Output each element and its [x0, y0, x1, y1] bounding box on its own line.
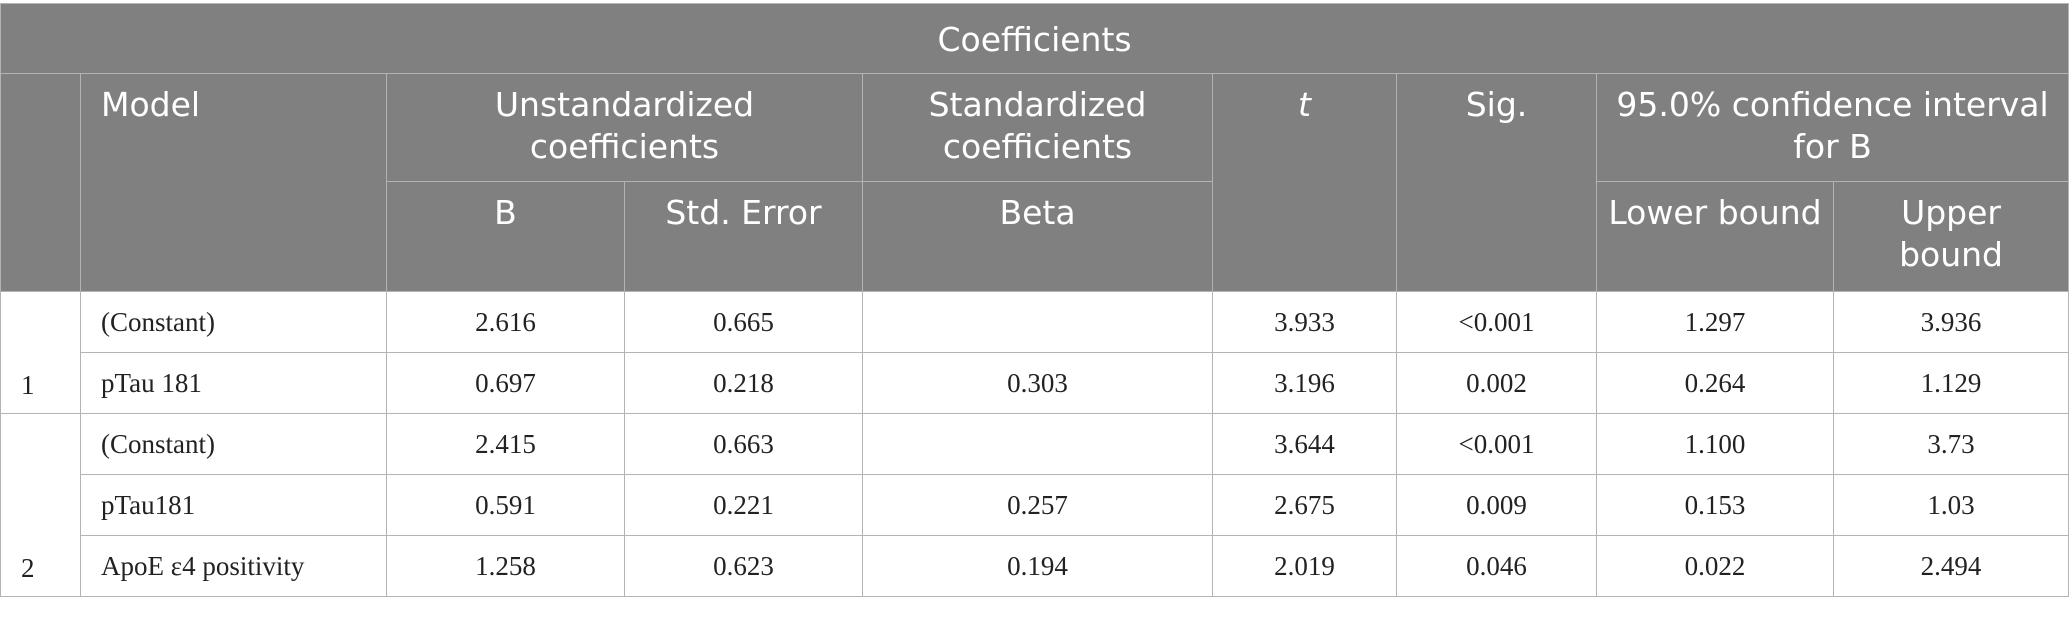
lower-bound-value: 1.297	[1596, 291, 1834, 353]
std-error-value: 0.663	[624, 413, 863, 475]
b-value: 0.697	[386, 352, 625, 414]
sig-header: Sig.	[1396, 73, 1597, 292]
beta-value	[862, 413, 1213, 475]
predictor-label: (Constant)	[80, 291, 387, 353]
sig-value: 0.046	[1396, 535, 1597, 597]
t-value: 2.019	[1212, 535, 1397, 597]
model-id-header	[0, 73, 81, 292]
lower-bound-value: 0.153	[1596, 474, 1834, 536]
table-title: Coefficients	[0, 3, 2070, 74]
upper-bound-value: 1.129	[1832, 352, 2070, 414]
upper-bound-value: 1.03	[1832, 474, 2070, 536]
coefficients-table: Coefficients Model Unstandardized coeffi…	[0, 3, 2070, 597]
beta-value: 0.303	[862, 352, 1213, 414]
b-value: 2.415	[386, 413, 625, 475]
beta-value: 0.257	[862, 474, 1213, 536]
table-row: 1 (Constant) 2.616 0.665 3.933 <0.001 1.…	[0, 291, 2070, 414]
lower-bound-value: 1.100	[1596, 413, 1834, 475]
standardized-header: Standardized coefficients	[862, 73, 1213, 182]
ci-header: 95.0% confidence interval for B	[1595, 73, 2070, 182]
table-row: 2 (Constant) 2.415 0.663 3.644 <0.001 1.…	[0, 413, 2070, 597]
predictor-label: pTau 181	[80, 352, 387, 414]
b-value: 1.258	[386, 535, 625, 597]
t-value: 3.644	[1212, 413, 1397, 475]
upper-bound-value: 3.936	[1832, 291, 2070, 353]
model-id: 1	[0, 291, 81, 414]
lower-bound-header: Lower bound	[1596, 181, 1834, 292]
b-value: 2.616	[386, 291, 625, 353]
std-error-value: 0.665	[624, 291, 863, 353]
std-error-value: 0.221	[624, 474, 863, 536]
b-header: B	[386, 181, 625, 292]
table-row: pTau 181 0.697 0.218 0.303 3.196 0.002 0…	[1, 352, 2070, 414]
t-value: 3.933	[1212, 291, 1397, 353]
predictor-label: (Constant)	[80, 413, 387, 475]
model-header: Model	[80, 73, 387, 292]
model-id: 2	[0, 413, 81, 597]
table-row: ApoE ε4 positivity 1.258 0.623 0.194 2.0…	[1, 535, 2070, 597]
upper-bound-value: 3.73	[1832, 413, 2070, 475]
unstandardized-header: Unstandardized coefficients	[386, 73, 863, 182]
table-row: pTau181 0.591 0.221 0.257 2.675 0.009 0.…	[1, 474, 2070, 536]
std-error-value: 0.623	[624, 535, 863, 597]
t-header: t	[1212, 73, 1397, 292]
sig-value: <0.001	[1396, 291, 1597, 353]
beta-value	[862, 291, 1213, 353]
sig-value: <0.001	[1396, 413, 1597, 475]
t-value: 2.675	[1212, 474, 1397, 536]
sig-value: 0.002	[1396, 352, 1597, 414]
upper-bound-header: Upper bound	[1832, 181, 2070, 292]
std-error-value: 0.218	[624, 352, 863, 414]
beta-header: Beta	[862, 181, 1213, 292]
lower-bound-value: 0.264	[1596, 352, 1834, 414]
upper-bound-value: 2.494	[1832, 535, 2070, 597]
predictor-label: ApoE ε4 positivity	[80, 535, 387, 597]
b-value: 0.591	[386, 474, 625, 536]
beta-value: 0.194	[862, 535, 1213, 597]
t-value: 3.196	[1212, 352, 1397, 414]
sig-value: 0.009	[1396, 474, 1597, 536]
std-error-header: Std. Error	[624, 181, 863, 292]
lower-bound-value: 0.022	[1596, 535, 1834, 597]
predictor-label: pTau181	[80, 474, 387, 536]
